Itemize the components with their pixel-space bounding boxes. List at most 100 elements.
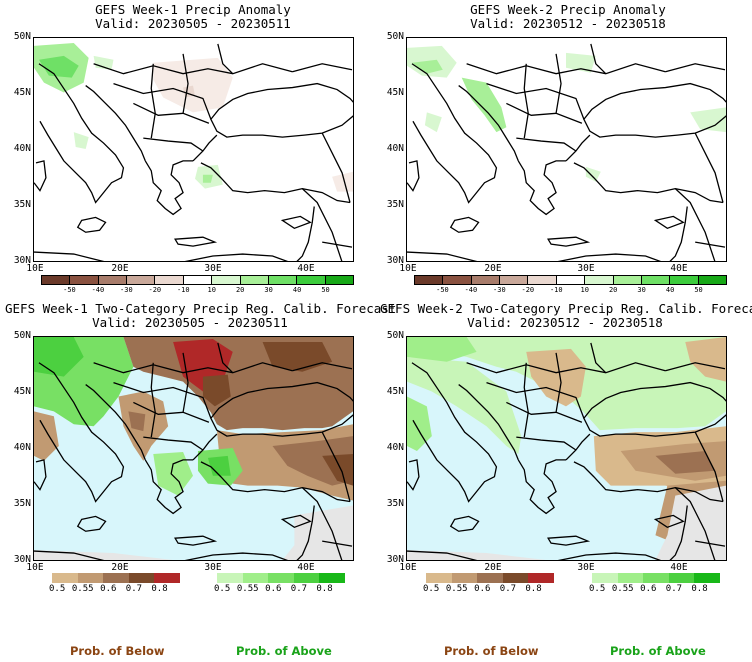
panel4-lat-45: 45N [386,386,404,397]
colorbar-swatch [426,573,452,583]
colorbar-swatch [694,573,720,583]
panel3-lon-20: 20E [111,562,129,573]
panel2-lon-10: 10E [399,263,417,274]
colorbar-tick-label: 0.7 [665,584,683,594]
colorbar-swatch [217,573,243,583]
colorbar-swatch [319,573,345,583]
colorbar-swatch [242,573,269,583]
colorbar-tick-label: 0.6 [265,584,282,594]
panel4-title: GEFS Week-2 Two-Category Precip Reg. Cal… [380,301,752,330]
colorbar-swatch [641,276,671,284]
panel2-lat-45: 45N [386,87,404,98]
colorbar-swatch [325,276,353,284]
colorbar-swatch [443,276,472,284]
panel1-map [33,37,354,262]
colorbar-tick-label: 20 [608,286,618,294]
colorbar-swatch [297,276,326,284]
panel1-lat-50: 50N [13,31,31,42]
colorbar-swatch [592,573,618,583]
colorbar-swatch [77,573,104,583]
panel2-lat-40: 40N [386,143,404,154]
colorbar-tick-label: 20 [235,286,245,294]
panel4-below-colorbar [426,573,554,583]
footer-below-label-left: Prob. of Below [70,644,165,658]
colorbar-swatch [556,276,586,284]
colorbar-tick-label: -20 [521,286,535,294]
colorbar-swatch [502,573,529,583]
panel3-lat-50: 50N [13,330,31,341]
colorbar-tick-label: 0.8 [525,584,542,594]
panel3-lat-30: 30N [13,554,31,565]
colorbar-tick-label: 0.8 [691,584,708,594]
colorbar-tick-label: 30 [637,286,646,294]
colorbar-tick-label: 0.7 [125,584,143,594]
colorbar-tick-label: -50 [63,286,76,294]
panel3-lon-10: 10E [26,562,44,573]
panel3-lon-40: 40E [297,562,315,573]
colorbar-tick-label: -10 [176,286,190,294]
colorbar-swatch [471,276,501,284]
colorbar-swatch [98,276,128,284]
colorbar-swatch [585,276,614,284]
panel4-lon-40: 40E [670,562,688,573]
colorbar-tick-label: 0.6 [474,584,491,594]
colorbar-tick-label: 0.8 [151,584,168,594]
colorbar-swatch [451,573,478,583]
colorbar-swatch [42,276,71,284]
panel3-map [33,336,354,561]
panel1-lon-40: 40E [297,263,315,274]
colorbar-tick-label: 0.7 [499,584,517,594]
panel3-lat-45: 45N [13,386,31,397]
panel1-lat-45: 45N [13,87,31,98]
panel4-map [406,336,727,561]
panel1-lon-20: 20E [111,263,129,274]
colorbar-tick-label: 40 [292,286,302,294]
panel1-lat-30: 30N [13,255,31,266]
panel2-anomaly-colorbar [414,275,727,285]
colorbar-tick-label: 0.8 [316,584,333,594]
colorbar-tick-label: 40 [665,286,675,294]
colorbar-tick-label: 0.6 [100,584,117,594]
colorbar-tick-label: -50 [436,286,449,294]
colorbar-swatch [70,276,99,284]
colorbar-swatch [52,573,78,583]
colorbar-tick-label: 10 [207,286,216,294]
colorbar-swatch [415,276,444,284]
footer-above-label-right: Prob. of Above [610,644,706,658]
colorbar-swatch [128,573,155,583]
colorbar-swatch [668,573,695,583]
panel2-lat-50: 50N [386,31,404,42]
panel4-lon-10: 10E [399,562,417,573]
panel3-below-colorbar [52,573,180,583]
colorbar-tick-label: -40 [464,286,478,294]
panel4-lat-30: 30N [386,554,404,565]
colorbar-tick-label: -40 [91,286,105,294]
panel2-lat-35: 35N [386,199,404,210]
footer-below-label-right: Prob. of Below [444,644,539,658]
colorbar-tick-label: 0.5 [422,584,440,594]
colorbar-tick-label: 0.7 [290,584,308,594]
panel4-lat-35: 35N [386,498,404,509]
panel1-lat-40: 40N [13,143,31,154]
colorbar-tick-label: 0.55 [71,584,94,594]
colorbar-tick-label: -30 [120,286,133,294]
panel4-lat-50: 50N [386,330,404,341]
colorbar-swatch [268,276,298,284]
colorbar-swatch [528,276,557,284]
colorbar-tick-label: 0.55 [236,584,259,594]
colorbar-swatch [617,573,644,583]
colorbar-swatch [698,276,726,284]
panel1-lat-35: 35N [13,199,31,210]
panel1-title: GEFS Week-1 Precip Anomaly Valid: 202305… [95,2,291,31]
panel3-title: GEFS Week-1 Two-Category Precip Reg. Cal… [5,301,397,330]
colorbar-swatch [127,276,156,284]
colorbar-swatch [154,573,180,583]
panel3-above-colorbar [217,573,345,583]
colorbar-tick-label: 0.6 [640,584,657,594]
panel2-lon-20: 20E [484,263,502,274]
colorbar-tick-label: 30 [264,286,273,294]
colorbar-swatch [268,573,294,583]
colorbar-swatch [212,276,241,284]
colorbar-swatch [293,573,320,583]
panel1-lon-10: 10E [26,263,44,274]
